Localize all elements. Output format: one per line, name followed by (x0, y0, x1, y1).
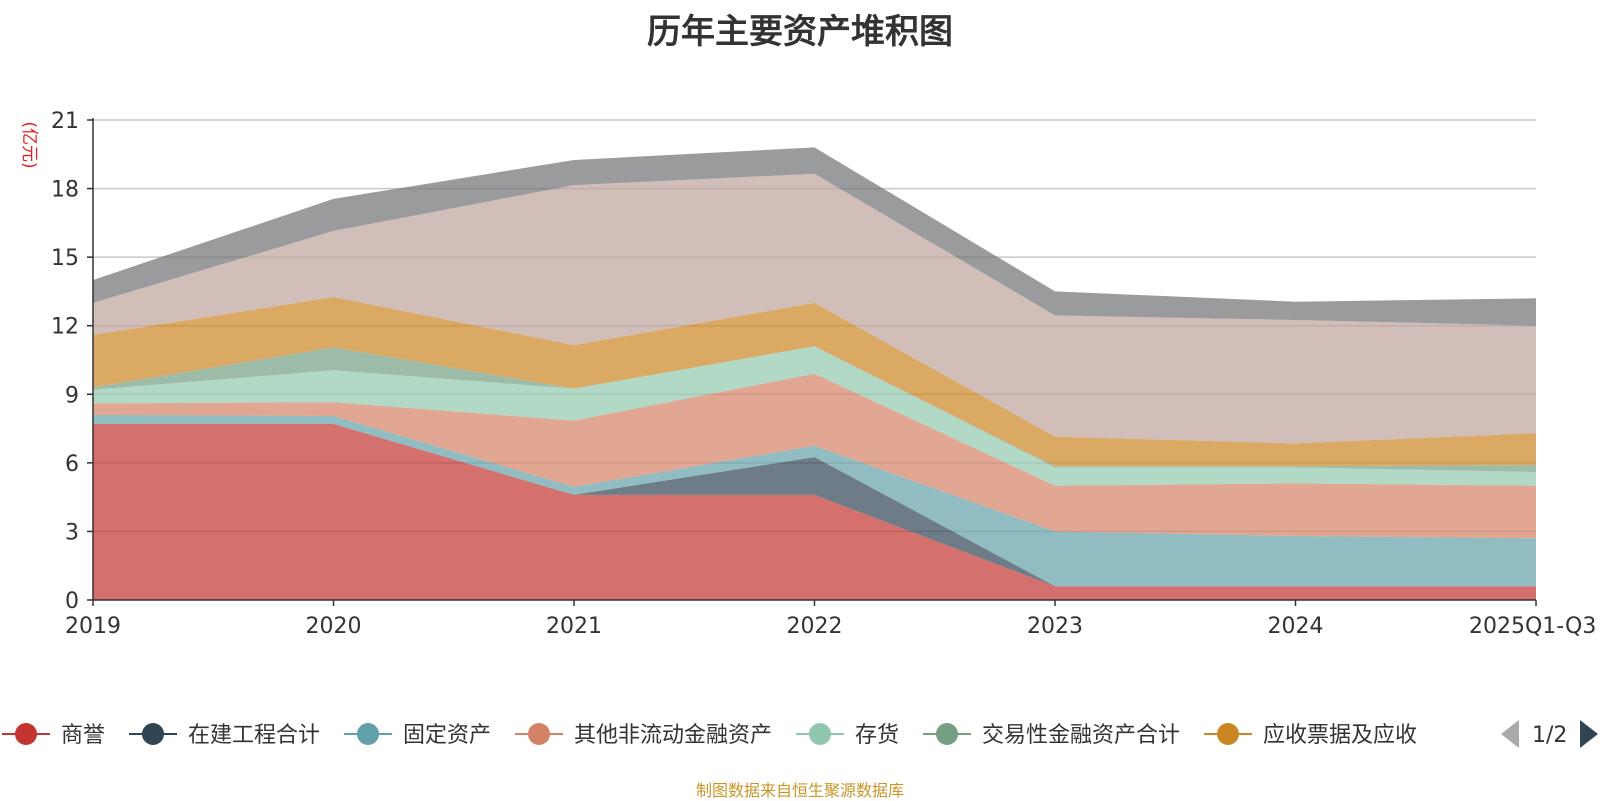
legend-prev-icon[interactable] (1501, 720, 1519, 748)
legend-label: 交易性金融资产合计 (982, 723, 1180, 748)
x-tick-label: 2025Q1-Q3 (1469, 614, 1596, 639)
legend-item[interactable]: 固定资产 (344, 723, 491, 748)
y-tick-label: 15 (51, 246, 79, 271)
legend-item[interactable]: 交易性金融资产合计 (923, 723, 1180, 748)
x-tick-label: 2019 (65, 614, 121, 639)
legend-item[interactable]: 在建工程合计 (129, 723, 320, 748)
chart-title: 历年主要资产堆积图 (647, 12, 953, 52)
legend-label: 应收票据及应收 (1263, 723, 1417, 748)
x-tick-label: 2021 (546, 614, 602, 639)
y-tick-label: 6 (65, 452, 79, 477)
x-tick-label: 2020 (306, 614, 362, 639)
x-tick-label: 2024 (1268, 614, 1324, 639)
y-tick-label: 9 (65, 383, 79, 408)
x-tick-label: 2022 (787, 614, 843, 639)
y-tick-label: 0 (65, 589, 79, 614)
legend-item[interactable]: 存货 (796, 723, 899, 748)
area-layer (93, 147, 1536, 600)
y-axis-label: (亿元) (19, 121, 39, 168)
legend-marker (15, 723, 37, 745)
legend-item[interactable]: 商誉 (2, 723, 105, 748)
axis-layer: 0 3 6 9 12 15 18 21 2019 2020 2021 2022 2023 2024 2025… (19, 109, 1596, 639)
legend-marker (142, 723, 164, 745)
area-series-7[interactable] (93, 297, 1536, 467)
y-tick-label: 21 (51, 109, 79, 134)
y-tick-label: 12 (51, 315, 79, 340)
legend-marker (809, 723, 831, 745)
area-series-5[interactable] (93, 346, 1536, 486)
legend-label: 商誉 (61, 723, 105, 748)
legend-label: 固定资产 (403, 723, 491, 748)
area-series-4[interactable] (93, 373, 1536, 539)
area-series-6[interactable] (93, 346, 1536, 472)
legend-next-icon[interactable] (1580, 720, 1598, 748)
area-series-3[interactable] (93, 414, 1536, 587)
area-series-8[interactable] (93, 173, 1536, 444)
y-tick-label: 3 (65, 520, 79, 545)
legend-marker (357, 723, 379, 745)
legend-layer: 商誉 在建工程合计 固定资产 其他非流动金融资产 存货 交易性金融资产合计 应收票据及应收 1… (2, 720, 1598, 748)
area-series-1[interactable] (93, 424, 1536, 600)
y-tick-label: 18 (51, 178, 79, 203)
legend-marker (528, 723, 550, 745)
x-tick-label: 2023 (1027, 614, 1083, 639)
legend-item[interactable]: 其他非流动金融资产 (515, 723, 772, 748)
legend-marker (1217, 723, 1239, 745)
legend-label: 其他非流动金融资产 (574, 723, 772, 748)
legend-marker (936, 723, 958, 745)
area-series-9[interactable] (93, 147, 1536, 326)
legend-label: 在建工程合计 (188, 723, 320, 748)
legend-label: 存货 (855, 723, 899, 748)
legend-page-indicator: 1/2 (1532, 723, 1567, 748)
footer-note: 制图数据来自恒生聚源数据库 (695, 781, 904, 800)
legend-item[interactable]: 应收票据及应收 (1204, 723, 1417, 748)
